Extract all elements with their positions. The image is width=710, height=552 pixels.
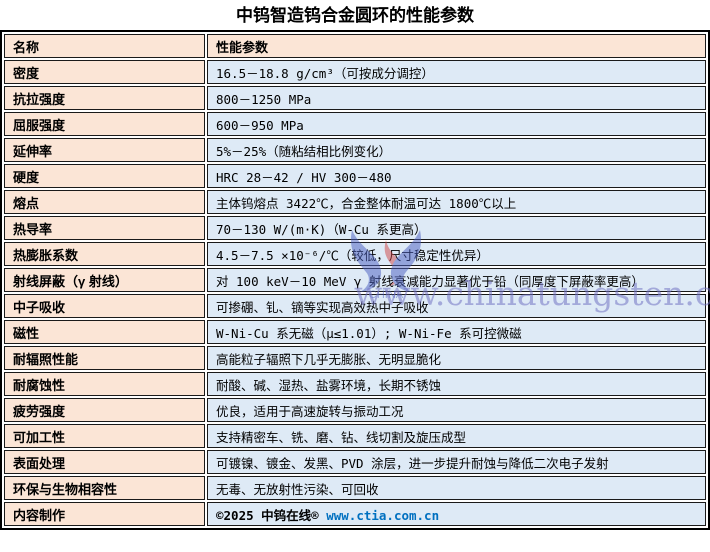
param-value-cell: 耐酸、碱、湿热、盐雾环境，长期不锈蚀 (207, 372, 706, 396)
param-value-cell: W-Ni-Cu 系无磁（μ≤1.01）; W-Ni-Fe 系可控微磁 (207, 320, 706, 344)
table-row: 热导率 70－130 W/(m·K)（W-Cu 系更高） (4, 216, 706, 240)
table-row: 耐腐蚀性 耐酸、碱、湿热、盐雾环境，长期不锈蚀 (4, 372, 706, 396)
table-row: 中子吸收 可掺硼、钆、镝等实现高效热中子吸收 (4, 294, 706, 318)
param-value-cell: 5%－25%（随粘结相比例变化） (207, 138, 706, 162)
param-name-cell: 中子吸收 (4, 294, 205, 318)
header-value-cell: 性能参数 (207, 34, 706, 58)
table-row: 抗拉强度 800－1250 MPa (4, 86, 706, 110)
table-row: 屈服强度 600－950 MPa (4, 112, 706, 136)
table-row: 磁性 W-Ni-Cu 系无磁（μ≤1.01）; W-Ni-Fe 系可控微磁 (4, 320, 706, 344)
param-name-cell: 延伸率 (4, 138, 205, 162)
table-row: 疲劳强度 优良，适用于高速旋转与振动工况 (4, 398, 706, 422)
param-value-cell: 16.5－18.8 g/cm³（可按成分调控） (207, 60, 706, 84)
param-name-cell: 热膨胀系数 (4, 242, 205, 266)
param-name-cell: 疲劳强度 (4, 398, 205, 422)
param-name-cell: 耐腐蚀性 (4, 372, 205, 396)
param-name-cell: 熔点 (4, 190, 205, 214)
table-row: 硬度 HRC 28－42 / HV 300－480 (4, 164, 706, 188)
table-row: 表面处理 可镀镍、镀金、发黑、PVD 涂层，进一步提升耐蚀与降低二次电子发射 (4, 450, 706, 474)
param-name-cell: 密度 (4, 60, 205, 84)
param-name-cell: 环保与生物相容性 (4, 476, 205, 500)
param-name-cell: 屈服强度 (4, 112, 205, 136)
credit-name-cell: 内容制作 (4, 502, 205, 526)
param-name-cell: 射线屏蔽（γ 射线） (4, 268, 205, 292)
param-value-cell: 高能粒子辐照下几乎无膨胀、无明显脆化 (207, 346, 706, 370)
param-name-cell: 磁性 (4, 320, 205, 344)
param-value-cell: 可镀镍、镀金、发黑、PVD 涂层，进一步提升耐蚀与降低二次电子发射 (207, 450, 706, 474)
param-name-cell: 硬度 (4, 164, 205, 188)
param-value-cell: 主体钨熔点 3422℃，合金整体耐温可达 1800℃以上 (207, 190, 706, 214)
credit-value-cell: ©2025 中钨在线® www.ctia.com.cn (207, 502, 706, 526)
table-row: 密度 16.5－18.8 g/cm³（可按成分调控） (4, 60, 706, 84)
param-name-cell: 表面处理 (4, 450, 205, 474)
page-title: 中钨智造钨合金圆环的性能参数 (236, 6, 474, 25)
param-value-cell: 支持精密车、铣、磨、钻、线切割及旋压成型 (207, 424, 706, 448)
table-row: 耐辐照性能 高能粒子辐照下几乎无膨胀、无明显脆化 (4, 346, 706, 370)
param-name-cell: 热导率 (4, 216, 205, 240)
copyright-text: ©2025 中钨在线® (216, 507, 319, 523)
param-name-cell: 可加工性 (4, 424, 205, 448)
param-value-cell: 可掺硼、钆、镝等实现高效热中子吸收 (207, 294, 706, 318)
param-name-cell: 抗拉强度 (4, 86, 205, 110)
param-value-cell: 对 100 keV－10 MeV γ 射线衰减能力显著优于铅（同厚度下屏蔽率更高… (207, 268, 706, 292)
param-value-cell: 无毒、无放射性污染、可回收 (207, 476, 706, 500)
param-value-cell: 800－1250 MPa (207, 86, 706, 110)
table-row: 延伸率 5%－25%（随粘结相比例变化） (4, 138, 706, 162)
table-row: 环保与生物相容性 无毒、无放射性污染、可回收 (4, 476, 706, 500)
table-row: 射线屏蔽（γ 射线） 对 100 keV－10 MeV γ 射线衰减能力显著优于… (4, 268, 706, 292)
header-name-cell: 名称 (4, 34, 205, 58)
table-row: 熔点 主体钨熔点 3422℃，合金整体耐温可达 1800℃以上 (4, 190, 706, 214)
table-row: 可加工性 支持精密车、铣、磨、钻、线切割及旋压成型 (4, 424, 706, 448)
param-value-cell: 4.5－7.5 ×10⁻⁶/℃（较低，尺寸稳定性优异） (207, 242, 706, 266)
param-name-cell: 耐辐照性能 (4, 346, 205, 370)
table-header-row: 名称 性能参数 (4, 34, 706, 58)
param-value-cell: HRC 28－42 / HV 300－480 (207, 164, 706, 188)
table-row: 热膨胀系数 4.5－7.5 ×10⁻⁶/℃（较低，尺寸稳定性优异） (4, 242, 706, 266)
param-value-cell: 70－130 W/(m·K)（W-Cu 系更高） (207, 216, 706, 240)
param-value-cell: 优良，适用于高速旋转与振动工况 (207, 398, 706, 422)
credit-row: 内容制作 ©2025 中钨在线® www.ctia.com.cn (4, 502, 706, 526)
param-value-cell: 600－950 MPa (207, 112, 706, 136)
ctia-website-link[interactable]: www.ctia.com.cn (326, 507, 440, 523)
performance-parameters-table: 名称 性能参数 密度 16.5－18.8 g/cm³（可按成分调控） 抗拉强度 … (0, 30, 710, 530)
